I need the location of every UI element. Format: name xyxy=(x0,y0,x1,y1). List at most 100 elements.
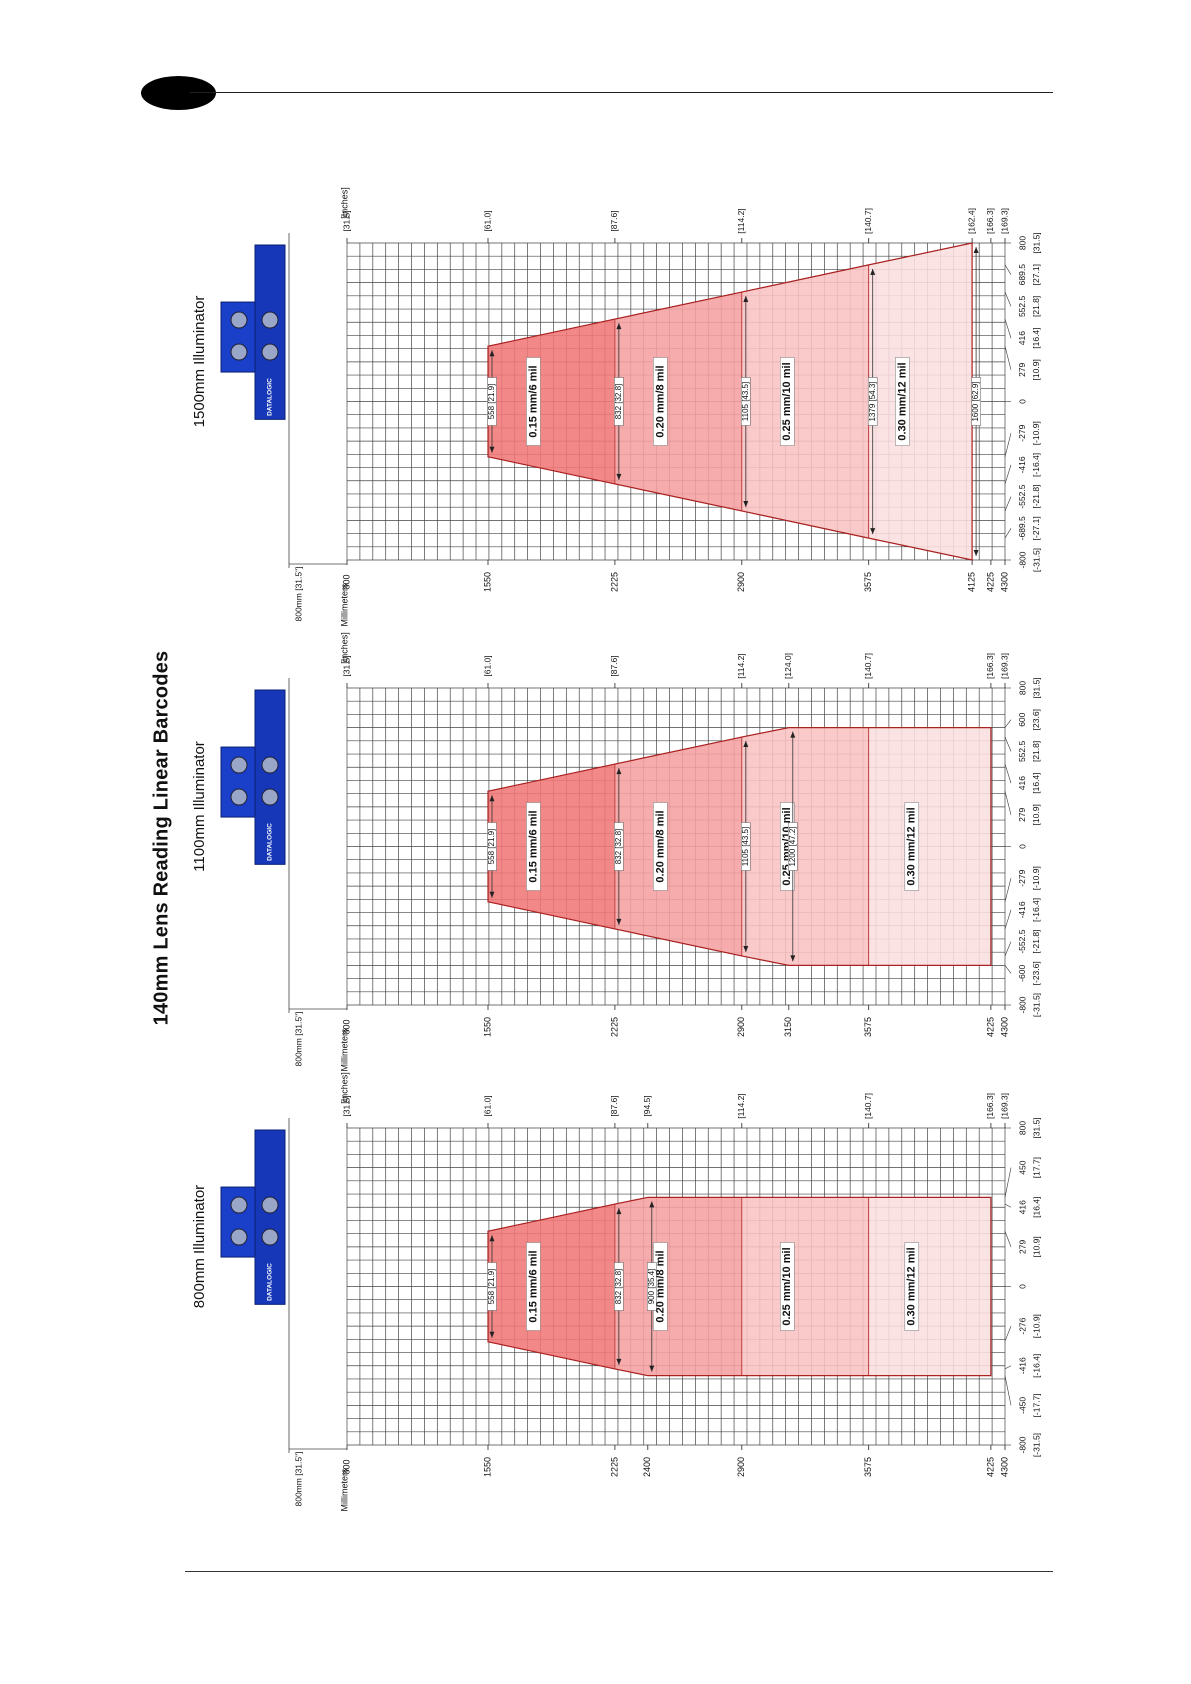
header-rule xyxy=(190,92,1053,93)
width-tick-in: [-31.5] xyxy=(1031,548,1041,572)
distance-tick-mm: 3575 xyxy=(863,1017,873,1037)
width-tick-mm: 279 xyxy=(1017,1240,1027,1254)
distance-tick-in: [166.3] xyxy=(985,653,995,679)
distance-tick-in: [169.3] xyxy=(999,653,1009,679)
fan-icon xyxy=(261,756,279,774)
distance-tick-mm: 800 xyxy=(341,1019,351,1034)
width-tick-in: [10.9] xyxy=(1031,1236,1041,1257)
zone-2 xyxy=(614,291,743,512)
width-tick-mm: -276 xyxy=(1017,1317,1027,1334)
arrow-head xyxy=(790,955,796,962)
distance-tick-mm: 1550 xyxy=(482,1017,492,1037)
fan-icon xyxy=(230,1228,248,1246)
width-tick-mm: 800 xyxy=(1017,236,1027,250)
width-markers: 558 [21.9] 832 [32.8] 900 [35.4] xyxy=(487,1201,657,1372)
illuminator-bar xyxy=(254,244,286,420)
distance-tick-mm: 2225 xyxy=(609,1457,619,1477)
width-tick-in: [-10.9] xyxy=(1031,421,1041,445)
distance-tick-mm: 1550 xyxy=(482,1457,492,1477)
axis-label-mm: Millimeters xyxy=(339,1468,349,1512)
arrow-head xyxy=(489,350,495,357)
tick xyxy=(1004,736,1012,752)
width-label: 1105 [43.5] xyxy=(741,382,750,421)
distance-tick-in: [162.4] xyxy=(966,208,976,234)
datalogic-logo: DATALOGIC xyxy=(267,378,274,416)
distance-tick-in: [31.5] xyxy=(341,655,351,676)
width-ticks: -800 [-31.5] -600 [-23.6] -552.5 [-21.8] -416 [… xyxy=(1004,677,1041,1017)
arrow-head xyxy=(743,500,749,507)
width-tick-mm: -416 xyxy=(1017,456,1027,473)
distance-tick-mm: 2225 xyxy=(609,1017,619,1037)
arrow-head xyxy=(489,795,495,802)
width-tick-mm: 416 xyxy=(1017,1200,1027,1214)
distance-tick-mm: 3150 xyxy=(783,1017,793,1037)
fan-icon xyxy=(261,343,279,361)
zone-label: 0.25 mm/10 mil xyxy=(781,1247,793,1325)
distance-tick-mm: 4225 xyxy=(985,1017,995,1037)
tick xyxy=(1004,1167,1012,1198)
arrow-head xyxy=(649,1365,655,1372)
arrow-head xyxy=(616,473,622,480)
axis-label-mm: Millimeters xyxy=(339,1028,349,1072)
field-outline xyxy=(487,727,992,966)
fan-icon xyxy=(230,343,248,361)
zone-label-box xyxy=(526,802,541,891)
arrow-head xyxy=(870,268,876,275)
distance-tick-in: [114.2] xyxy=(736,653,746,678)
arrow-head xyxy=(616,1358,622,1365)
width-label: 1600 [62.9] xyxy=(971,381,980,421)
width-tick-in: [31.5] xyxy=(1031,232,1041,253)
width-tick-in: [23.6] xyxy=(1031,709,1041,730)
width-label: 900 [35.4] xyxy=(647,1269,656,1305)
arrow-head xyxy=(743,945,749,952)
zone-label: 0.30 mm/12 mil xyxy=(906,807,918,885)
fan-icon xyxy=(230,1196,248,1214)
tick xyxy=(1004,1231,1012,1247)
width-tick-mm: 279 xyxy=(1017,362,1027,376)
arrow-head xyxy=(616,1208,622,1215)
width-tick-mm: -800 xyxy=(1017,996,1027,1013)
distance-tick-mm: 4300 xyxy=(999,572,1009,592)
distance-tick-mm: 4300 xyxy=(999,1017,1009,1037)
tick xyxy=(1004,318,1012,339)
zone-1 xyxy=(487,318,616,485)
arrow-head xyxy=(489,1331,495,1338)
fan-icon xyxy=(230,788,248,806)
tick xyxy=(1004,346,1012,370)
width-tick-mm: 0 xyxy=(1017,844,1027,849)
zone-label-box xyxy=(904,802,920,891)
width-tick-in: [-10.9] xyxy=(1031,1314,1041,1338)
width-tick-in: [-17.7] xyxy=(1031,1393,1041,1417)
width-label: 832 [32.8] xyxy=(614,384,623,420)
distance-tick-mm: 4225 xyxy=(985,572,995,592)
illuminator-bar xyxy=(254,689,286,865)
width-label: 558 [21.9] xyxy=(487,829,496,865)
distance-tick-in: [169.3] xyxy=(999,208,1009,234)
distance-tick-in: [87.6] xyxy=(609,210,619,231)
width-tick-in: [-10.9] xyxy=(1031,866,1041,890)
tick xyxy=(1004,528,1012,539)
zone-label-box xyxy=(526,357,541,446)
fan-icon xyxy=(261,311,279,329)
arrow-head xyxy=(743,741,749,748)
illuminator-bar xyxy=(254,1129,286,1305)
distance-tick-in: [166.3] xyxy=(985,208,995,234)
distance-tick-mm: 4225 xyxy=(985,1457,995,1477)
width-label: 832 [32.8] xyxy=(614,1269,623,1305)
fan-icon xyxy=(261,1196,279,1214)
width-tick-in: [21.8] xyxy=(1031,741,1041,762)
illuminator-title: 800mm Illuminator xyxy=(191,1185,208,1308)
width-tick-mm: -279 xyxy=(1017,869,1027,886)
width-label: 558 [21.9] xyxy=(487,1269,496,1305)
arrow-head xyxy=(870,528,876,535)
width-label-box xyxy=(487,1262,497,1311)
width-ticks: -800 [-31.5] -450 [-17.7] -416 [-16.4] -276 [-1… xyxy=(1004,1117,1041,1457)
tick xyxy=(1004,878,1012,902)
scanner-device: DATALOGIC xyxy=(220,689,286,865)
distance-tick-mm: 3575 xyxy=(863,572,873,592)
tick xyxy=(1004,941,1012,957)
arrow-head xyxy=(616,918,622,925)
distance-tick-in: [31.5] xyxy=(341,210,351,231)
zone-label-box xyxy=(895,357,910,446)
